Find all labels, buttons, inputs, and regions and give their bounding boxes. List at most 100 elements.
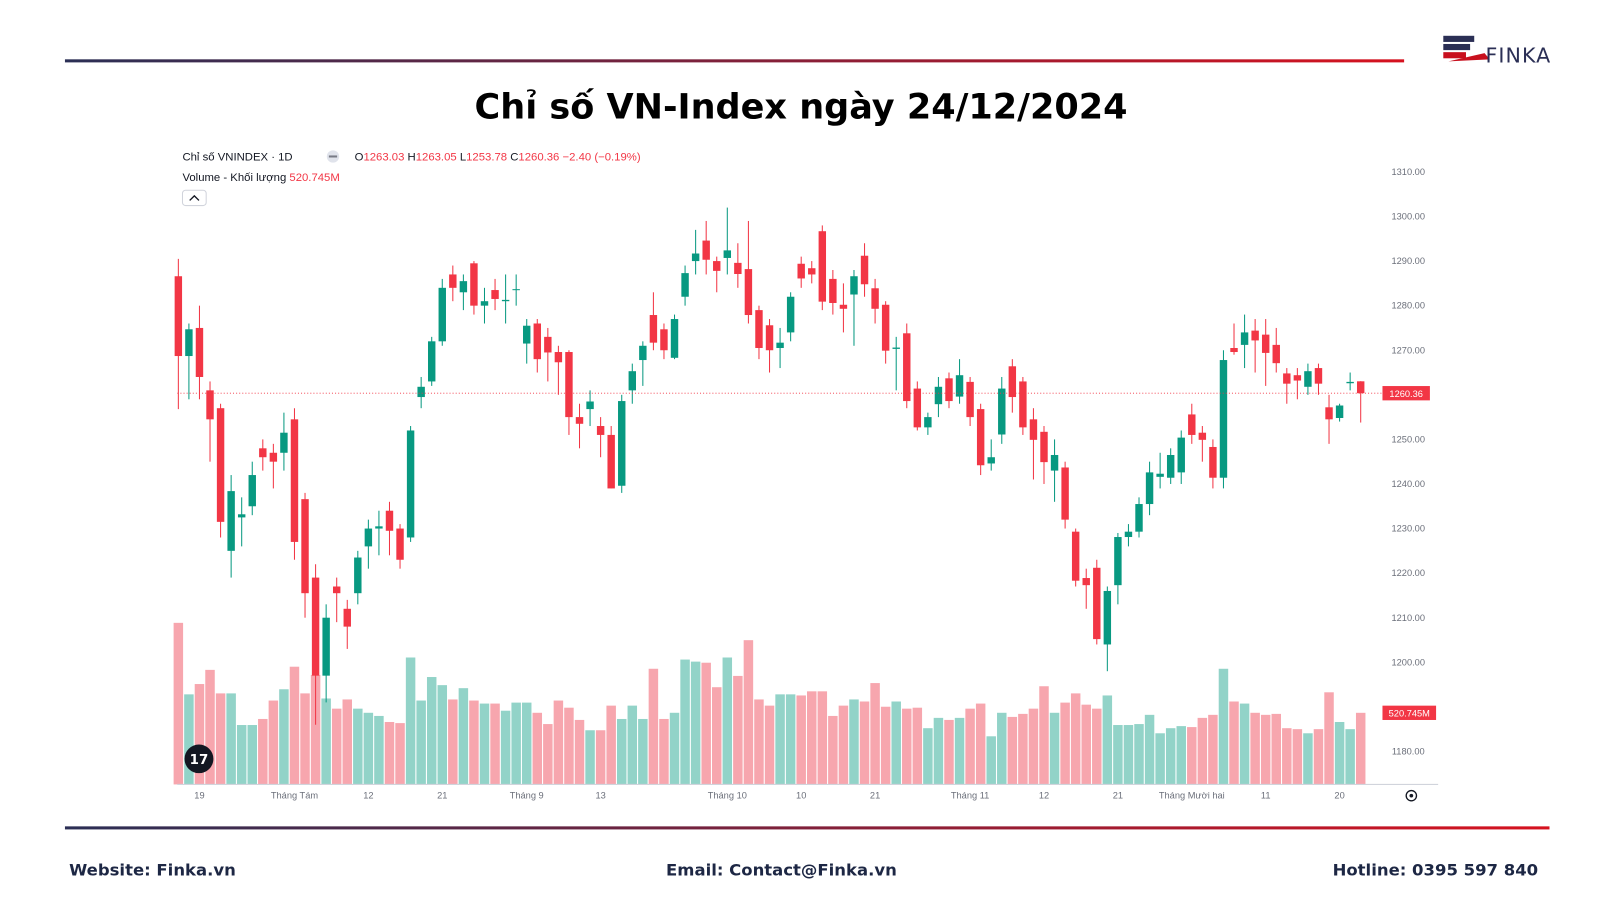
volume-bar xyxy=(1113,725,1123,785)
volume-bar xyxy=(912,707,923,785)
last-volume-tag xyxy=(1382,705,1437,720)
candle-body xyxy=(195,327,204,377)
ohlc-value: 1260.36 xyxy=(518,152,559,164)
header-rule xyxy=(64,59,1405,63)
candle-body xyxy=(512,289,520,291)
collapse-button[interactable] xyxy=(181,189,207,207)
volume-bar xyxy=(1092,708,1102,785)
candle-body xyxy=(1293,375,1302,381)
y-tick-label: 1210.00 xyxy=(1391,613,1425,623)
last-price-tag xyxy=(1382,386,1430,401)
candle-body xyxy=(491,290,499,299)
volume-bar xyxy=(902,708,912,785)
candle-body xyxy=(1272,344,1280,364)
candle-body xyxy=(174,276,183,357)
candle-body xyxy=(850,276,858,295)
volume-bar xyxy=(796,695,806,785)
candle-body xyxy=(523,325,531,344)
candle-body xyxy=(966,381,974,418)
change: −2.40 (−0.19%) xyxy=(563,152,641,164)
volume-bar xyxy=(384,721,395,785)
volume-bar xyxy=(395,723,405,785)
volume-bar xyxy=(1144,714,1155,785)
candle-body xyxy=(396,528,404,560)
volume-bar xyxy=(1081,704,1091,785)
candle-body xyxy=(375,526,383,529)
tv-logo: 17 xyxy=(184,744,214,774)
legend: Chỉ số VNINDEX · 1D O1263.03 H1263.05 L1… xyxy=(181,150,641,207)
footer-website: Website: Finka.vn xyxy=(69,861,236,880)
candle-body xyxy=(406,430,415,538)
candle-body xyxy=(237,514,246,518)
volume-bar xyxy=(733,675,743,785)
ohlc-label: C xyxy=(510,152,518,164)
candle-body xyxy=(797,263,805,279)
volume-bar xyxy=(1282,728,1292,785)
volume-bar xyxy=(1007,716,1018,785)
candle-body xyxy=(1061,467,1069,520)
y-tick-label: 1230.00 xyxy=(1391,524,1425,534)
candle-body xyxy=(544,336,552,353)
volume-bar xyxy=(1355,712,1366,785)
candle-body xyxy=(1071,531,1080,581)
volume-bar xyxy=(648,668,659,785)
candle-body xyxy=(765,325,774,351)
candle-body xyxy=(1230,348,1238,353)
last-volume-label: 520.745M xyxy=(1389,708,1430,718)
volume-bar xyxy=(405,657,416,785)
volume-bar xyxy=(426,677,437,785)
last-price-label: 1260.36 xyxy=(1389,389,1423,399)
candle-body xyxy=(438,287,446,342)
status-icon-dash xyxy=(328,155,338,158)
candle-body xyxy=(829,278,837,303)
volume-bar xyxy=(416,700,426,785)
volume-bar xyxy=(1239,703,1250,785)
volume-bar xyxy=(722,657,733,785)
volume-bar xyxy=(236,725,247,785)
volume-bar xyxy=(1208,714,1218,785)
volume-bar xyxy=(1292,729,1303,785)
volume-bar xyxy=(1102,695,1113,785)
y-tick-label: 1250.00 xyxy=(1391,434,1425,444)
footer-email: Email: Contact@Finka.vn xyxy=(666,861,897,880)
y-tick-label: 1180.00 xyxy=(1392,747,1425,757)
candle-body xyxy=(660,329,668,351)
volume-bar xyxy=(944,719,954,785)
candle-body xyxy=(713,261,721,271)
candle-body xyxy=(364,528,373,547)
volume-bar xyxy=(975,703,986,785)
candle-body xyxy=(417,386,425,398)
candle-body xyxy=(1188,414,1196,435)
volume-bar xyxy=(279,689,289,785)
candle-body xyxy=(1283,373,1291,384)
x-tick-label: 20 xyxy=(1334,791,1344,801)
candle-body xyxy=(248,475,256,507)
volume-bar xyxy=(585,730,595,785)
volume-bar xyxy=(817,691,828,785)
volume-bar xyxy=(743,640,754,785)
candle-body xyxy=(1145,472,1154,505)
volume-bar xyxy=(849,699,859,785)
volume-bar xyxy=(479,703,490,785)
plot: 1180.00 1200.00 1210.00 1220.00 1230.00 1240.… xyxy=(173,167,1437,801)
candle-body xyxy=(185,329,193,357)
volume-bar xyxy=(1123,725,1134,785)
settings-icon[interactable] xyxy=(1405,789,1418,802)
candle-body xyxy=(343,608,351,627)
volume-bar xyxy=(289,666,300,785)
candle-body xyxy=(1029,419,1038,440)
volume-bar xyxy=(1345,729,1355,785)
x-tick-label: 11 xyxy=(1261,791,1271,801)
volume-bar xyxy=(785,694,796,785)
volume-bar xyxy=(500,710,511,785)
x-tick-label: 21 xyxy=(1113,791,1123,801)
volume-bar xyxy=(807,691,817,785)
volume-bar xyxy=(469,700,479,785)
volume-bar xyxy=(1197,717,1208,785)
candle-body xyxy=(808,268,816,275)
volume-bar xyxy=(448,699,458,785)
volume-bar xyxy=(1313,729,1324,785)
x-tick-label: 13 xyxy=(595,791,605,801)
candle-body xyxy=(734,262,742,275)
volume-bar xyxy=(300,693,310,785)
